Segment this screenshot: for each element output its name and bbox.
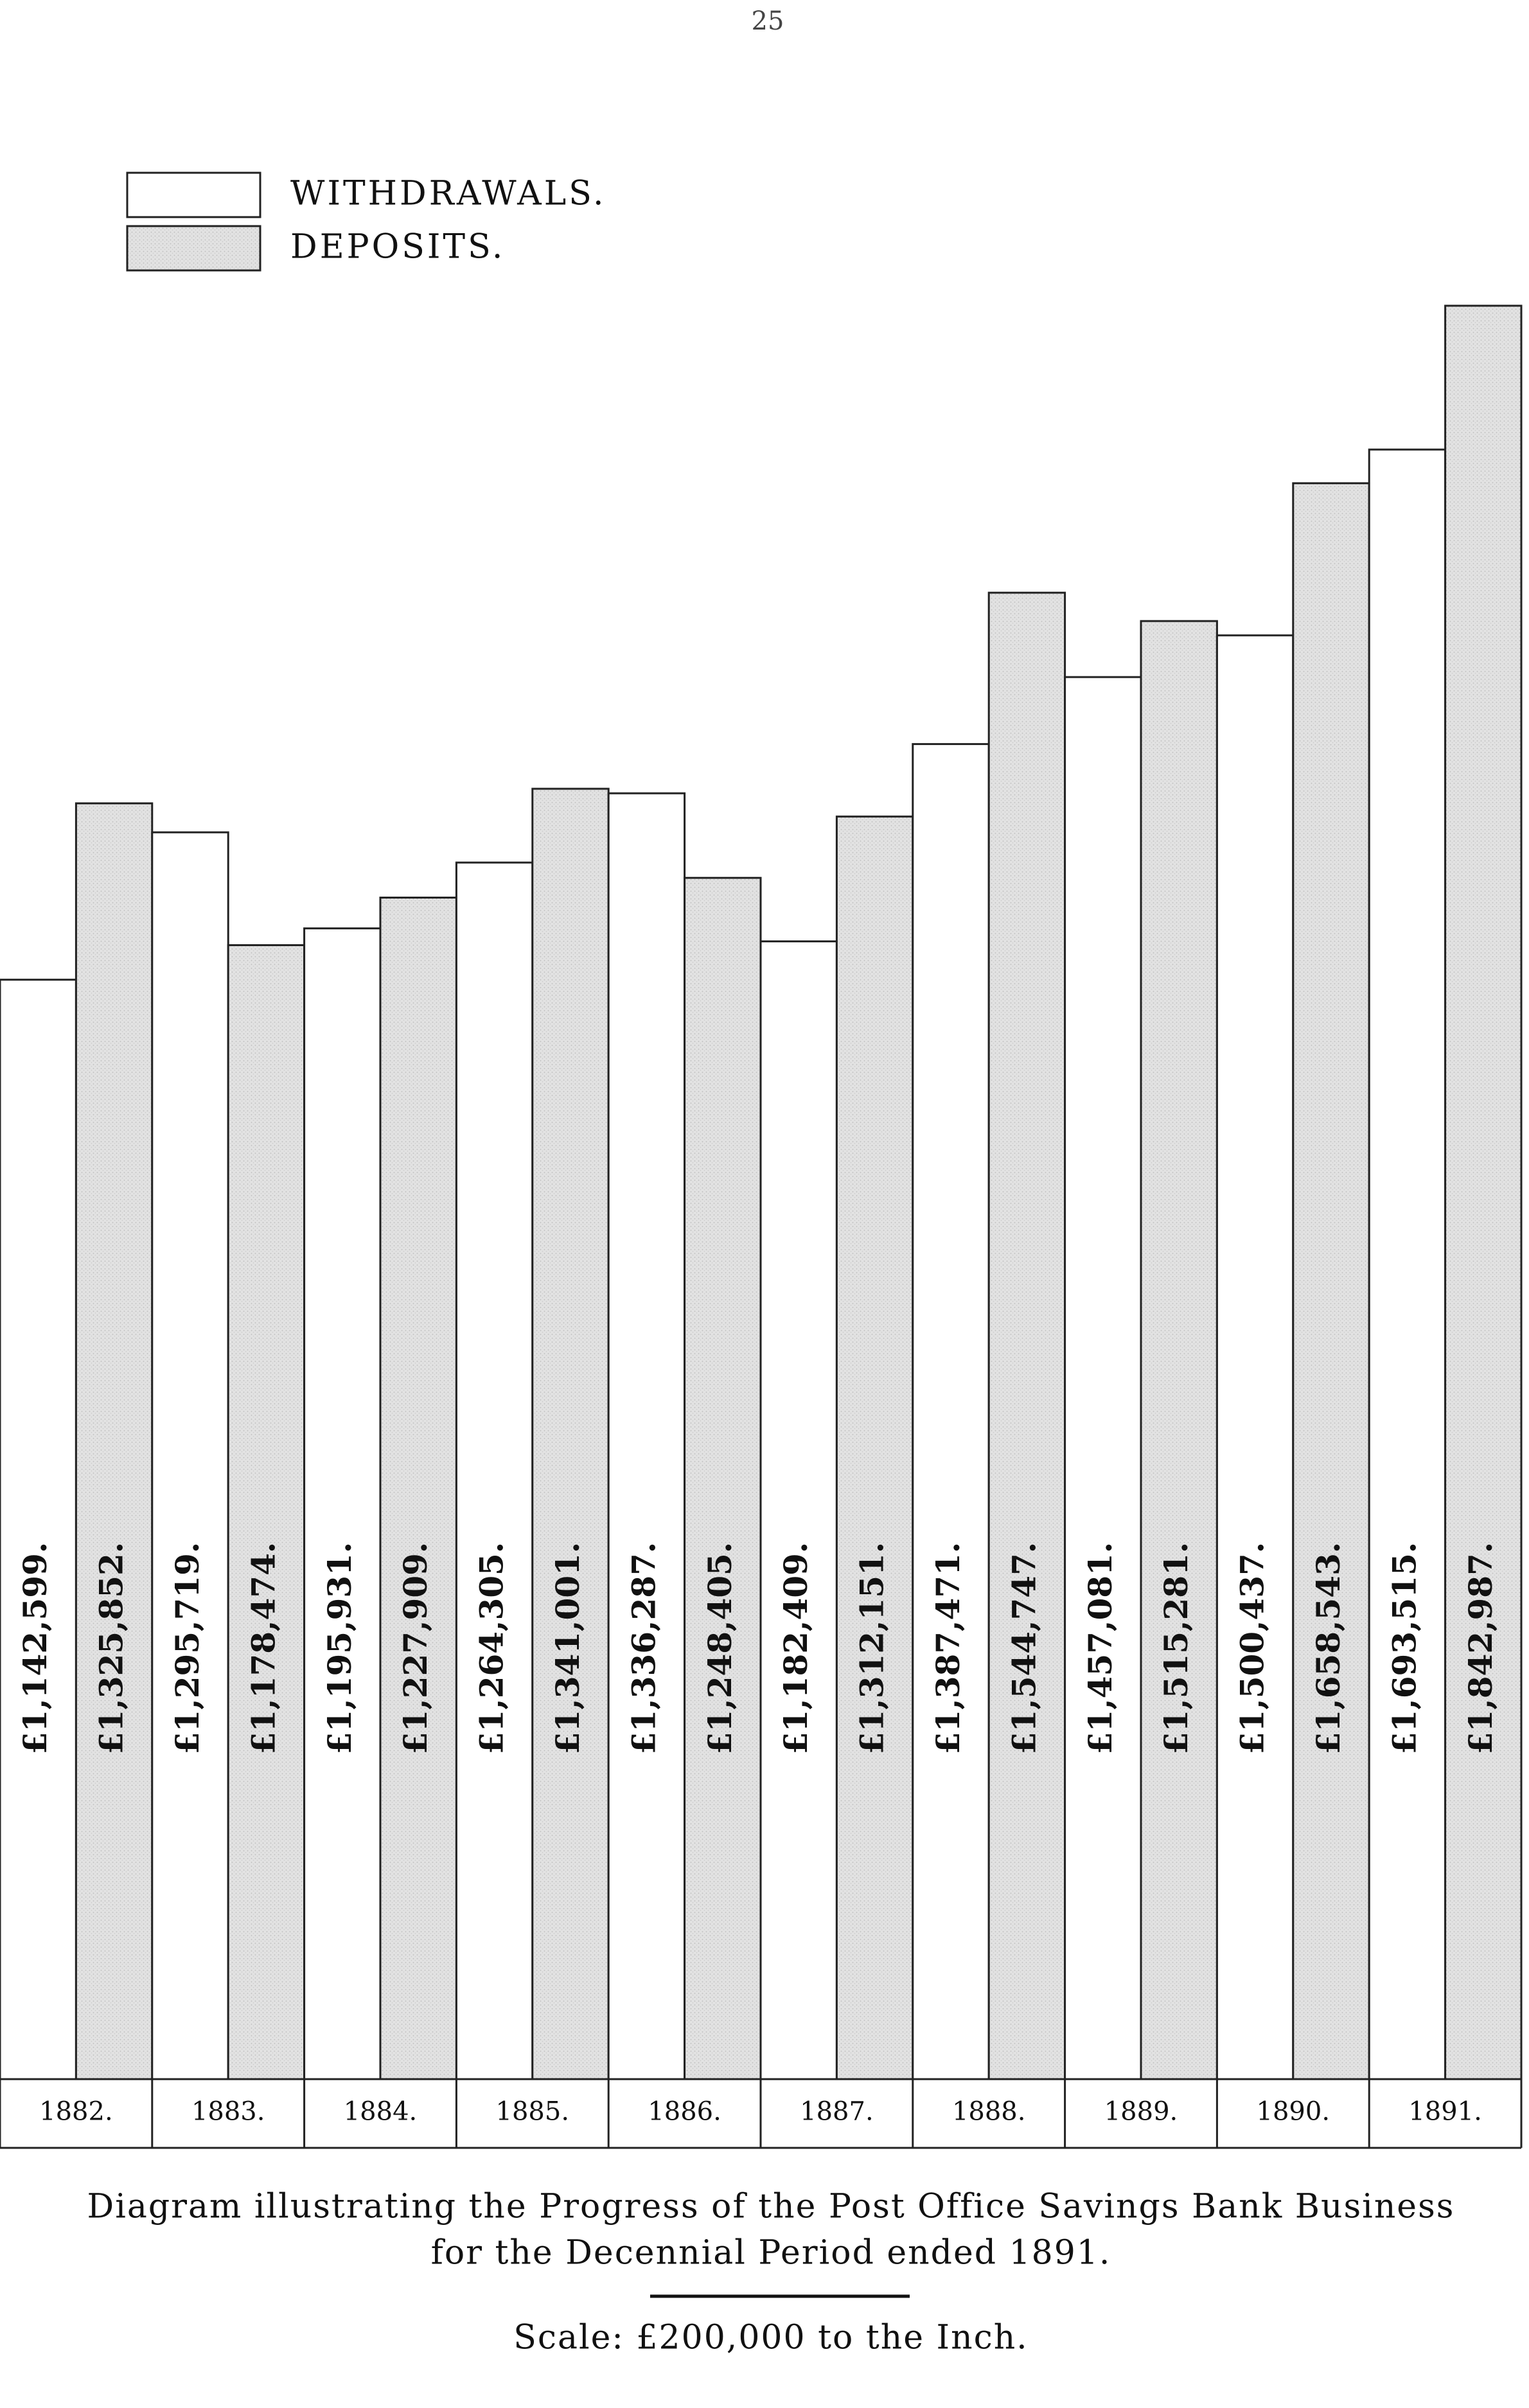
- x-tick-label: 1884.: [344, 2097, 418, 2127]
- bar: [759, 940, 838, 2080]
- bar-value-label: £1,325,852.: [93, 1542, 130, 1755]
- bar: [1292, 482, 1370, 2080]
- bar: [379, 896, 457, 2080]
- bar: [1064, 676, 1142, 2080]
- bar-value-label: £1,500,437.: [1233, 1542, 1271, 1755]
- bar: [75, 802, 154, 2080]
- legend-swatch: [126, 171, 261, 218]
- bar-value-label: £1,341,001.: [549, 1542, 587, 1755]
- bar: [684, 877, 762, 2080]
- x-tick-label: 1890.: [1257, 2097, 1330, 2127]
- bar: [1140, 620, 1218, 2080]
- bar-value-label: £1,336,287.: [624, 1542, 662, 1755]
- bar-value-label: £1,842,987.: [1462, 1542, 1499, 1755]
- bar-value-label: £1,457,081.: [1081, 1542, 1119, 1755]
- bar: [835, 815, 914, 2080]
- bar-value-label: £1,178,474.: [244, 1542, 282, 1755]
- legend-label: DEPOSITS.: [290, 228, 505, 267]
- bar-value-label: £1,248,405.: [701, 1542, 739, 1755]
- bar: [912, 743, 990, 2080]
- chart-title: Diagram illustrating the Progress of the…: [87, 2188, 1455, 2226]
- bar: [1368, 448, 1447, 2080]
- bar: [607, 792, 686, 2080]
- legend-label: WITHDRAWALS.: [290, 175, 606, 213]
- bar: [303, 927, 382, 2080]
- bar-value-label: £1,142,599.: [16, 1542, 54, 1755]
- bar-value-label: £1,295,719.: [168, 1542, 206, 1755]
- x-tick-label: 1886.: [648, 2097, 721, 2127]
- bar-value-label: £1,387,471.: [929, 1542, 967, 1755]
- bar-value-label: £1,693,515.: [1385, 1542, 1423, 1755]
- bar: [1444, 304, 1523, 2080]
- bar: [227, 944, 306, 2080]
- bar-value-label: £1,658,543.: [1309, 1542, 1347, 1755]
- bar-value-label: £1,515,281.: [1157, 1542, 1195, 1755]
- x-tick-label: 1882.: [39, 2097, 113, 2127]
- x-tick-label: 1889.: [1104, 2097, 1178, 2127]
- legend-swatch: [126, 225, 261, 272]
- bar-value-label: £1,264,305.: [473, 1542, 511, 1755]
- bar: [151, 831, 229, 2080]
- bar: [1215, 634, 1295, 2080]
- bar-value-label: £1,544,747.: [1005, 1542, 1043, 1755]
- page-number: 25: [752, 6, 784, 36]
- chart: WITHDRAWALS. DEPOSITS. £1,142,599. £1,325,8…: [0, 171, 1523, 2357]
- x-tick-label: 1883.: [191, 2097, 265, 2127]
- bar-value-label: £1,312,151.: [853, 1542, 891, 1755]
- bar-value-label: £1,182,409.: [777, 1542, 815, 1755]
- bar-value-label: £1,195,931.: [321, 1542, 358, 1755]
- chart-title: for the Decennial Period ended 1891.: [431, 2234, 1111, 2272]
- bar: [0, 978, 77, 2080]
- bar: [455, 861, 534, 2080]
- x-tick-label: 1891.: [1408, 2097, 1482, 2127]
- bar: [987, 592, 1066, 2080]
- x-tick-label: 1885.: [496, 2097, 570, 2127]
- scale-note: Scale: £200,000 to the Inch.: [513, 2319, 1028, 2357]
- x-tick-label: 1888.: [952, 2097, 1026, 2127]
- bar-value-label: £1,227,909.: [396, 1542, 434, 1755]
- bar: [531, 787, 610, 2080]
- x-tick-label: 1887.: [800, 2097, 874, 2127]
